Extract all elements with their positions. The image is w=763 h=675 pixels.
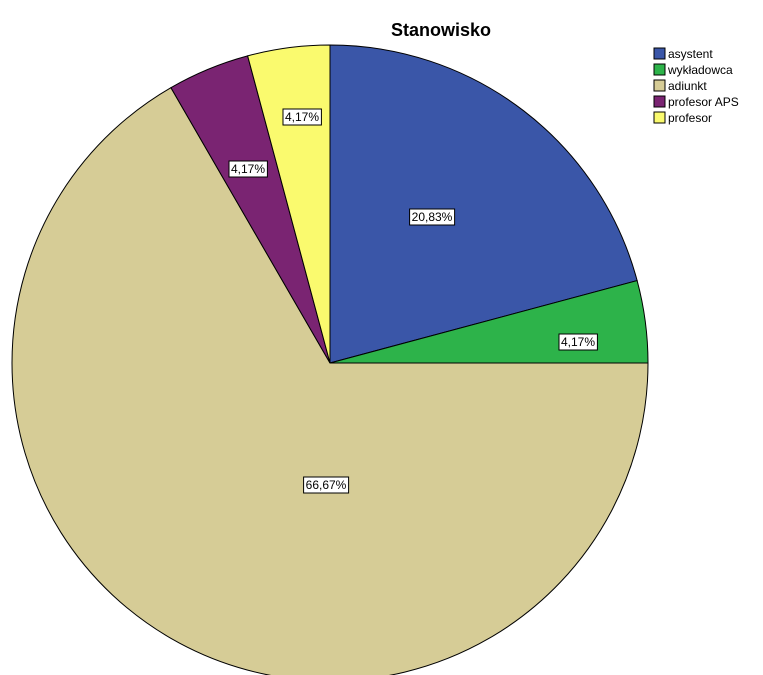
data-label-text: 4,17% bbox=[561, 335, 595, 349]
data-label-text: 4,17% bbox=[231, 162, 265, 176]
data-label-box bbox=[558, 333, 598, 351]
data-label-box bbox=[303, 476, 350, 494]
legend: asystent wykładowca adiunkt profesor APS pro… bbox=[653, 47, 739, 125]
data-label-asystent: 20,83% bbox=[409, 208, 456, 226]
legend-label: profesor bbox=[668, 111, 712, 125]
pie-slices bbox=[11, 44, 649, 675]
legend-swatch bbox=[653, 47, 666, 60]
data-label-text: 66,67% bbox=[306, 478, 347, 492]
legend-item-profesor-aps: profesor APS bbox=[653, 95, 739, 109]
legend-label: adiunkt bbox=[668, 79, 707, 93]
pie-slice-adiunkt bbox=[11, 86, 649, 675]
data-label-text: 4,17% bbox=[285, 110, 319, 124]
data-label-box bbox=[228, 160, 268, 178]
data-label-text: 20,83% bbox=[412, 210, 453, 224]
legend-swatch bbox=[653, 79, 666, 92]
legend-label: asystent bbox=[668, 47, 713, 61]
legend-swatch bbox=[653, 111, 666, 124]
legend-label: profesor APS bbox=[668, 95, 739, 109]
legend-label: wykładowca bbox=[667, 63, 733, 77]
legend-item-asystent: asystent bbox=[653, 47, 713, 61]
data-label-profesor: 4,17% bbox=[282, 108, 322, 126]
pie-slice-asystent bbox=[329, 44, 638, 364]
slice-labels: 20,83% 4,17% 66,67% 4,17% 4,17% bbox=[228, 108, 598, 494]
legend-item-wykladowca: wykładowca bbox=[653, 63, 733, 77]
data-label-box bbox=[282, 108, 322, 126]
legend-item-profesor: profesor bbox=[653, 111, 712, 125]
data-label-wykladowca: 4,17% bbox=[558, 333, 598, 351]
legend-item-adiunkt: adiunkt bbox=[653, 79, 707, 93]
legend-swatch bbox=[653, 95, 666, 108]
data-label-adiunkt: 66,67% bbox=[303, 476, 350, 494]
data-label-profesor-aps: 4,17% bbox=[228, 160, 268, 178]
legend-swatch bbox=[653, 63, 666, 76]
chart-title: Stanowisko bbox=[391, 20, 491, 40]
data-label-box bbox=[409, 208, 456, 226]
